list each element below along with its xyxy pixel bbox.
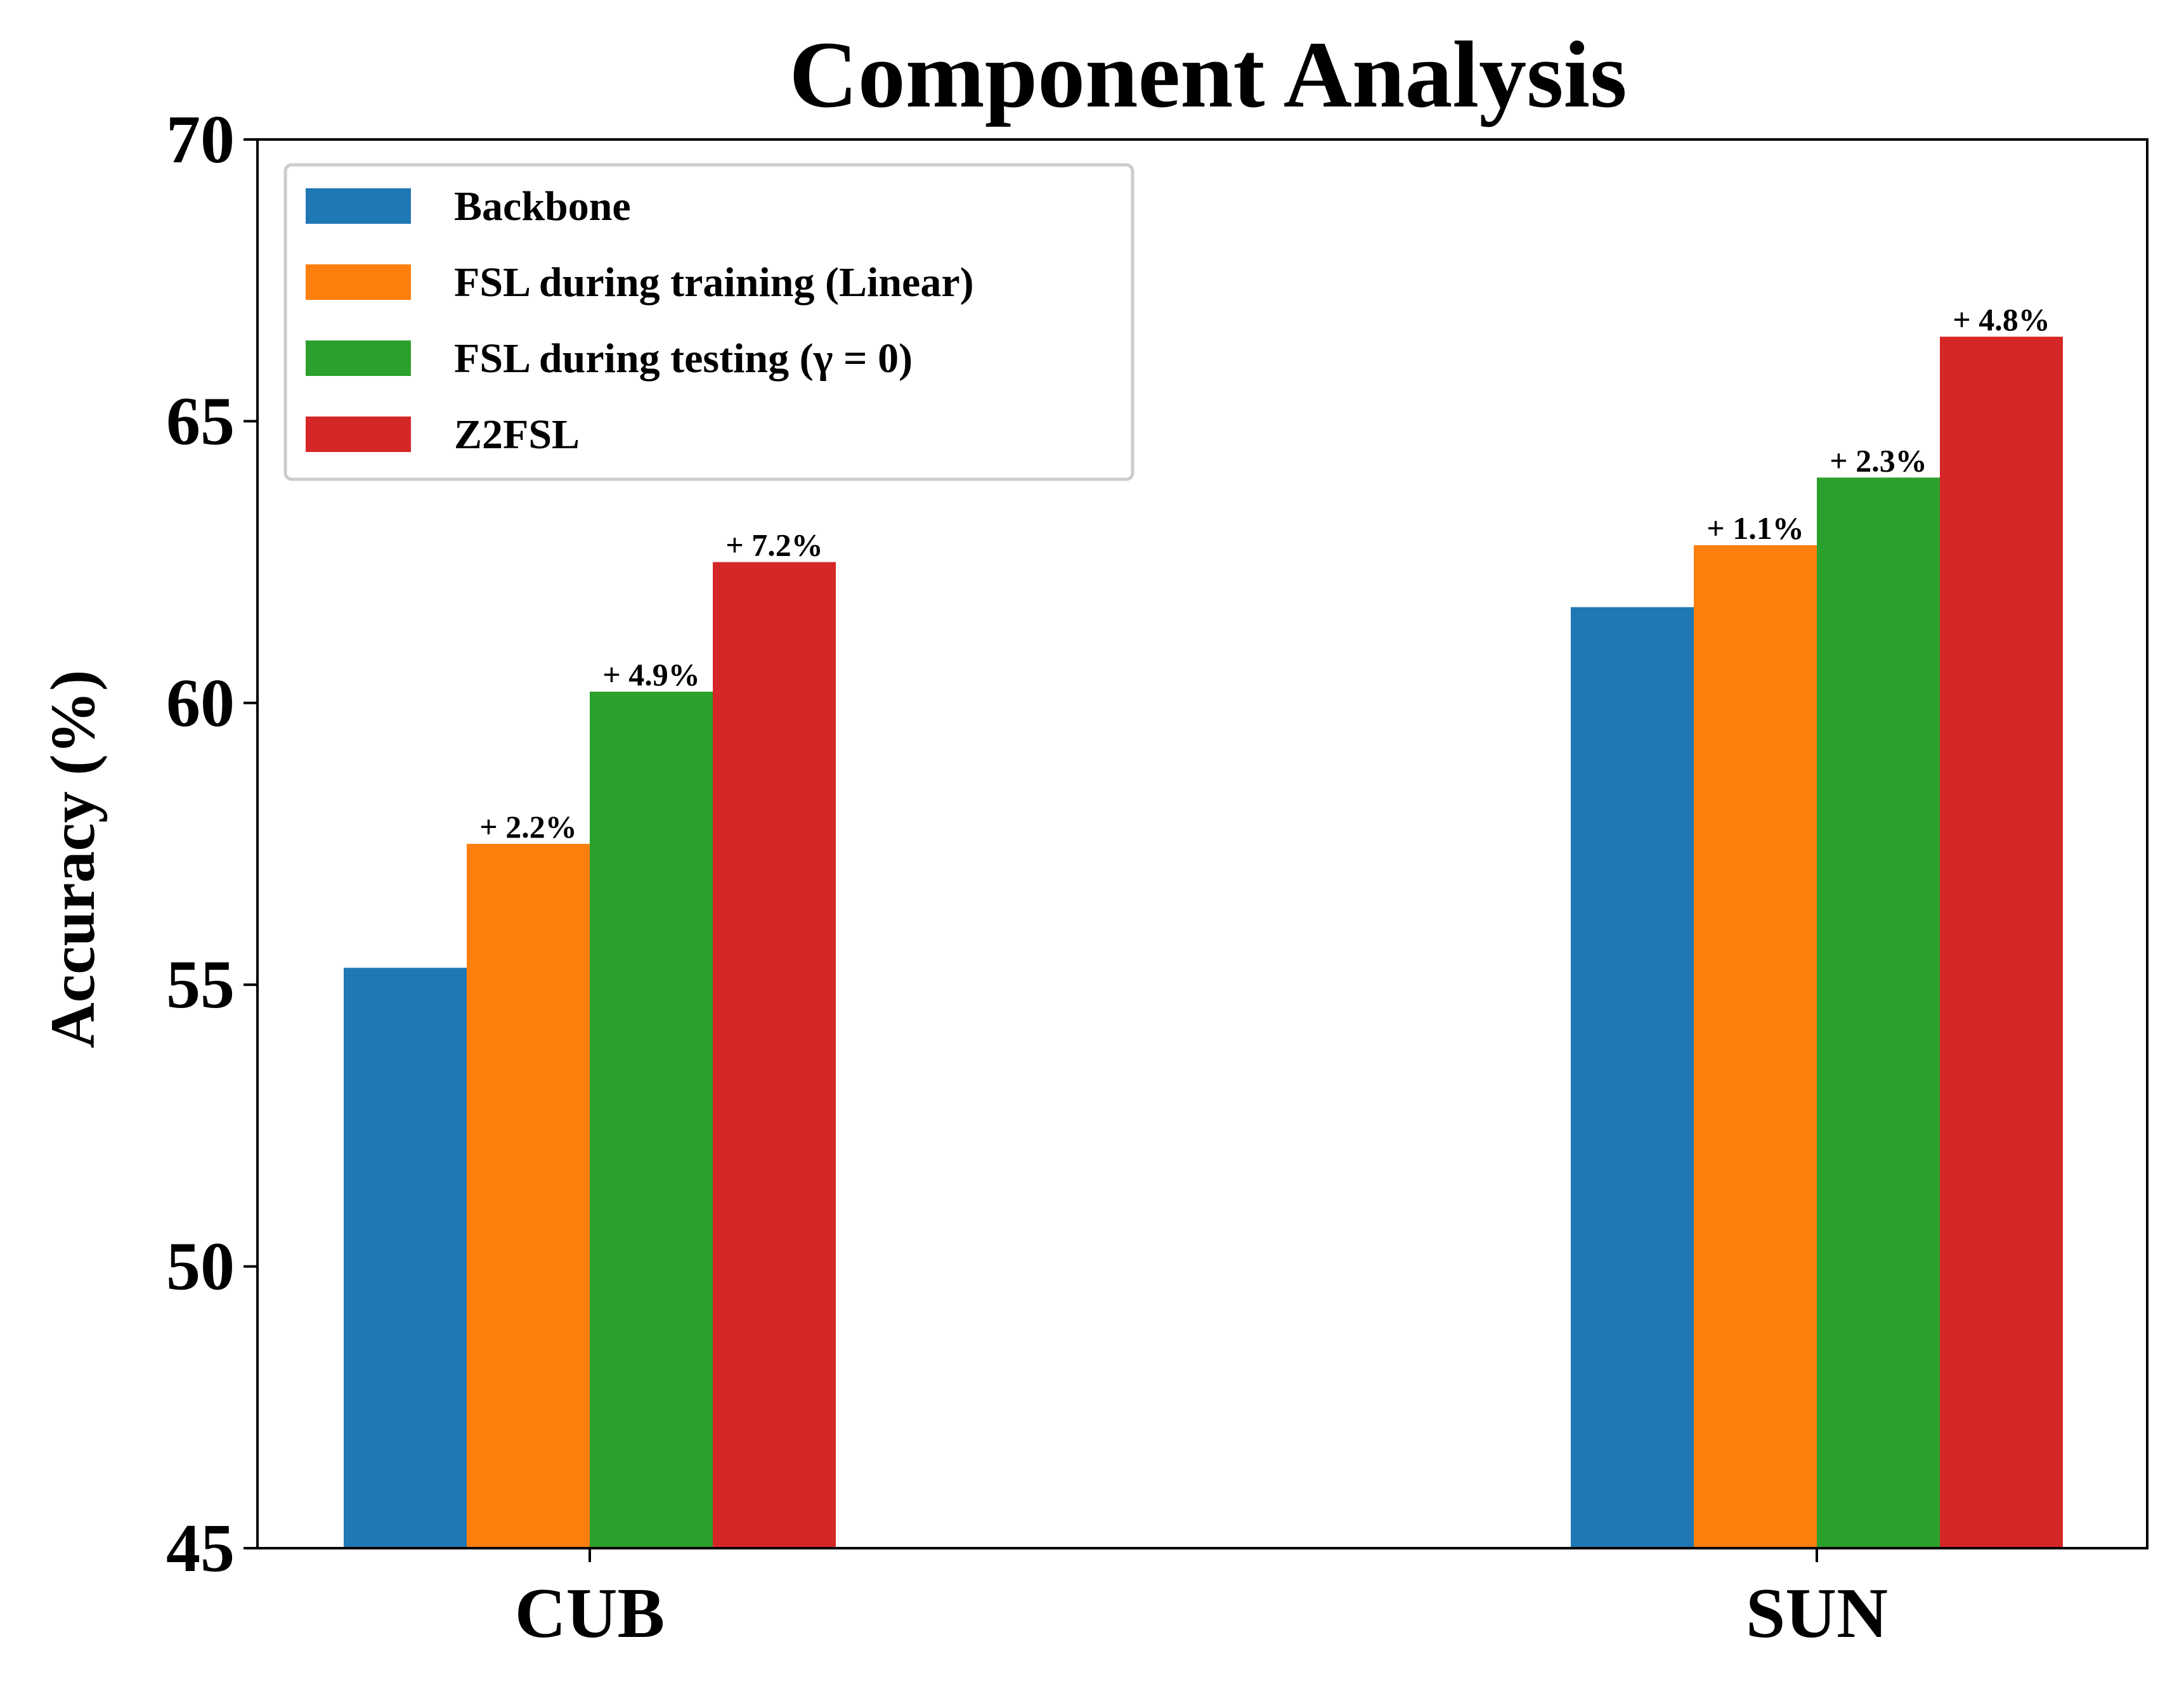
chart-title: Component Analysis (789, 22, 1627, 127)
legend-swatch (306, 340, 411, 376)
legend-label: Backbone (454, 183, 631, 230)
bar (1694, 545, 1817, 1548)
bar-value-label: + 2.2% (479, 809, 577, 844)
bar-value-label: + 4.9% (602, 657, 700, 692)
bars-group (344, 337, 2063, 1548)
bar-labels-group: + 2.2% + 1.1% + 4.9% + 2.3% + 7.2% + 4.8% (479, 302, 2050, 844)
bar (344, 967, 467, 1548)
bar-value-label: + 7.2% (725, 527, 823, 563)
bar (1571, 607, 1694, 1548)
legend-label: FSL during training (Linear) (454, 259, 974, 306)
legend-items: Backbone FSL during training (Linear) FSL … (306, 183, 974, 458)
bar-value-label: + 1.1% (1706, 510, 1804, 546)
y-tick-label: 50 (166, 1229, 235, 1305)
y-tick-label: 55 (166, 947, 235, 1023)
bar (590, 692, 713, 1548)
bar (467, 844, 590, 1548)
legend-label: FSL during testing (γ = 0) (454, 335, 913, 382)
bar (713, 562, 836, 1548)
bar (1817, 477, 1940, 1548)
legend-swatch (306, 417, 411, 452)
x-axis-ticks: CUB SUN (515, 1548, 1888, 1653)
legend-frame (283, 163, 1134, 481)
y-axis-ticks: 45 50 55 60 65 70 (166, 102, 257, 1586)
x-tick-label: SUN (1746, 1574, 1888, 1653)
bar-value-label: + 2.3% (1830, 443, 1927, 478)
bar (1940, 337, 2063, 1548)
legend-swatch (306, 264, 411, 300)
y-tick-label: 45 (166, 1511, 235, 1586)
bar-value-label: + 4.8% (1953, 302, 2050, 337)
y-axis-label: Accuracy (%) (37, 670, 108, 1049)
y-tick-label: 60 (166, 666, 235, 741)
legend-swatch (306, 188, 411, 224)
legend-label: Z2FSL (454, 411, 580, 458)
legend: Backbone FSL during training (Linear) FSL … (283, 163, 1134, 481)
y-tick-label: 70 (166, 102, 235, 178)
y-tick-label: 65 (166, 384, 235, 459)
x-tick-label: CUB (515, 1574, 665, 1653)
plot-frame (256, 138, 2148, 1549)
